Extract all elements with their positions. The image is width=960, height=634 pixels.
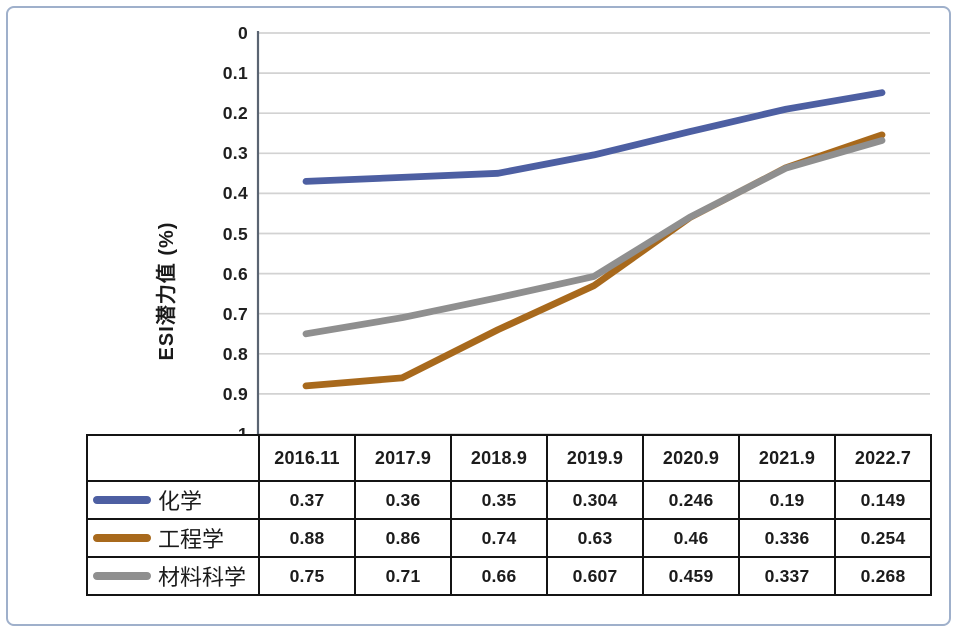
table-cell: 0.459 xyxy=(642,556,740,596)
legend-line-swatch xyxy=(93,496,151,504)
table-cell: 0.74 xyxy=(450,518,548,558)
table-row-chemistry: 化学 0.37 0.36 0.35 0.304 0.246 0.19 0.149 xyxy=(86,480,932,520)
table-cell: 0.337 xyxy=(738,556,836,596)
legend-line-swatch xyxy=(93,534,151,542)
table-header-row: 2016.11 2017.9 2018.9 2019.9 2020.9 2021… xyxy=(86,434,932,482)
table-cell: 0.19 xyxy=(738,480,836,520)
table-cell: 0.149 xyxy=(834,480,932,520)
table-header-year: 2019.9 xyxy=(546,434,644,482)
table-header-year: 2016.11 xyxy=(258,434,356,482)
table-cell: 0.75 xyxy=(258,556,356,596)
table-header-year: 2021.9 xyxy=(738,434,836,482)
table-header-year: 2022.7 xyxy=(834,434,932,482)
table-header-year: 2017.9 xyxy=(354,434,452,482)
y-tick-label: 0.8 xyxy=(222,344,248,364)
table-cell: 0.35 xyxy=(450,480,548,520)
table-cell: 0.88 xyxy=(258,518,356,558)
table-cell: 0.607 xyxy=(546,556,644,596)
table-header-year: 2018.9 xyxy=(450,434,548,482)
legend-cell-chemistry: 化学 xyxy=(86,480,260,520)
y-tick-label: 0.6 xyxy=(222,264,248,284)
table-cell: 0.37 xyxy=(258,480,356,520)
y-axis-title: ESI潜力值 (%) xyxy=(156,221,178,361)
series-name: 化学 xyxy=(158,489,203,514)
table-cell: 0.86 xyxy=(354,518,452,558)
y-tick-label: 0.3 xyxy=(222,143,248,163)
series-name: 工程学 xyxy=(158,527,225,552)
table-header-year: 2020.9 xyxy=(642,434,740,482)
table-row-materials: 材料科学 0.75 0.71 0.66 0.607 0.459 0.337 0.… xyxy=(86,556,932,596)
table-cell: 0.246 xyxy=(642,480,740,520)
table-cell: 0.66 xyxy=(450,556,548,596)
table-cell: 0.71 xyxy=(354,556,452,596)
table-corner-cell xyxy=(86,434,260,482)
legend-line-swatch xyxy=(93,572,151,580)
table-cell: 0.254 xyxy=(834,518,932,558)
y-tick-label: 0.9 xyxy=(222,384,248,404)
table-cell: 0.336 xyxy=(738,518,836,558)
y-tick-label: 1 xyxy=(237,424,248,444)
series-name: 材料科学 xyxy=(158,565,247,590)
table-cell: 0.63 xyxy=(546,518,644,558)
table-cell: 0.304 xyxy=(546,480,644,520)
y-tick-label: 0.1 xyxy=(222,63,248,83)
table-cell: 0.36 xyxy=(354,480,452,520)
table-row-engineering: 工程学 0.88 0.86 0.74 0.63 0.46 0.336 0.254 xyxy=(86,518,932,558)
data-table: 2016.11 2017.9 2018.9 2019.9 2020.9 2021… xyxy=(86,434,932,596)
y-tick-label: 0 xyxy=(237,23,248,43)
y-tick-label: 0.5 xyxy=(222,224,248,244)
legend-cell-engineering: 工程学 xyxy=(86,518,260,558)
y-tick-label: 0.7 xyxy=(222,304,248,324)
y-tick-label: 0.4 xyxy=(222,183,248,203)
legend-cell-materials: 材料科学 xyxy=(86,556,260,596)
table-cell: 0.46 xyxy=(642,518,740,558)
y-tick-label: 0.2 xyxy=(222,103,248,123)
table-cell: 0.268 xyxy=(834,556,932,596)
